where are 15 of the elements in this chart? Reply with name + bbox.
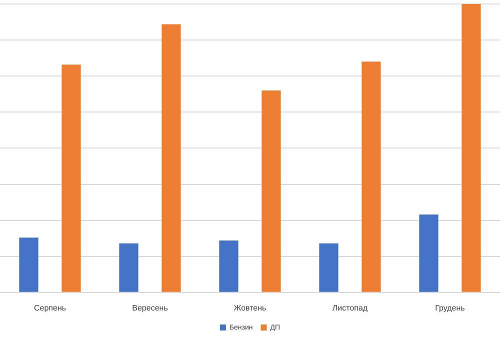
- x-tick-label: Жовтень: [234, 303, 266, 312]
- bar: [19, 238, 38, 292]
- bar: [362, 62, 381, 292]
- x-tick-label: Листопад: [332, 303, 368, 312]
- bar: [62, 64, 81, 292]
- x-tick-label: Грудень: [435, 303, 465, 312]
- bar: [419, 214, 438, 292]
- bar: [262, 90, 281, 292]
- bar: [462, 4, 481, 292]
- x-tick-label: Серпень: [34, 303, 66, 312]
- x-tick-label: Вересень: [132, 303, 168, 312]
- bar: [319, 243, 338, 292]
- bar: [119, 243, 138, 292]
- bar: [162, 24, 181, 292]
- bar: [219, 240, 238, 292]
